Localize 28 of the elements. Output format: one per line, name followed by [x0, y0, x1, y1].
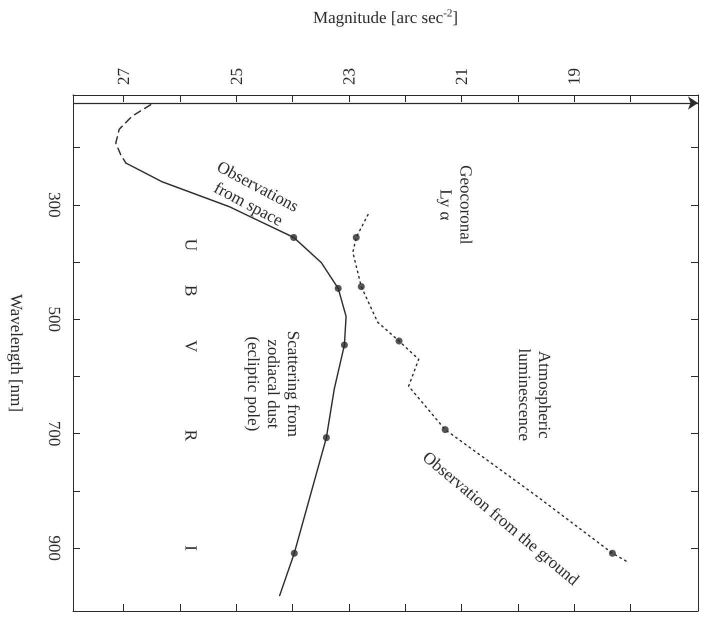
- x-tick-label: 25: [226, 68, 246, 85]
- annotation: Geocoronal Ly α: [436, 165, 476, 245]
- point: [340, 341, 348, 348]
- x-tick-label: 21: [452, 68, 472, 85]
- point: [334, 284, 342, 292]
- annotation: V: [182, 340, 201, 353]
- point: [352, 234, 360, 241]
- y-tick-label: 700: [45, 420, 64, 446]
- x-tick-label: 19: [564, 68, 584, 85]
- annotation: R: [182, 430, 201, 442]
- annotation: Scattering from zodiacal dust (ecliptic pole): [244, 330, 303, 437]
- annotation: B: [182, 284, 201, 296]
- point: [396, 337, 403, 344]
- point: [442, 426, 449, 434]
- annotation: Atmospheric luminescence: [515, 348, 554, 442]
- annotation: I: [182, 545, 201, 552]
- y-tick-label: 900: [45, 535, 64, 561]
- x-tick-label: 27: [114, 68, 134, 85]
- point: [290, 550, 298, 557]
- point: [608, 550, 616, 557]
- point: [290, 234, 298, 241]
- y-tick-label: 500: [45, 306, 64, 332]
- x-tick-label: 23: [339, 68, 358, 85]
- annotation: U: [182, 238, 201, 252]
- y-tick-label: 300: [45, 192, 64, 218]
- y-axis-title: Wavelength [nm]: [7, 294, 26, 412]
- point: [358, 283, 365, 290]
- point: [322, 434, 330, 442]
